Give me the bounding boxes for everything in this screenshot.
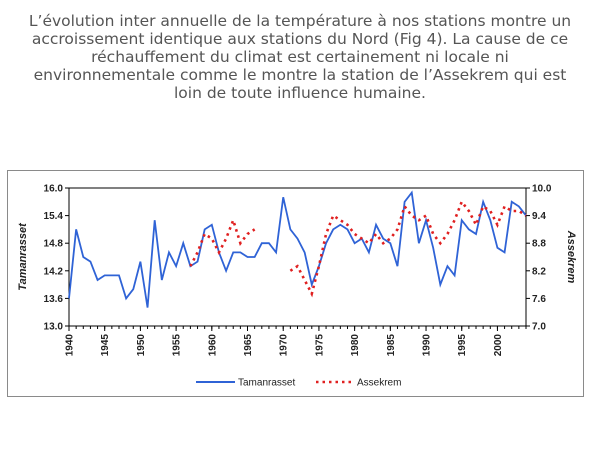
y2-tick-label-2: 8.2 [532,266,546,277]
legend-label-assekrem: Assekrem [357,378,401,389]
legend-label-tamanrasset: Tamanrasset [238,378,295,389]
y-tick-label-5: 16.0 [44,184,64,195]
x-tick-label-10: 1990 [422,334,433,357]
y2-tick-label-5: 10.0 [532,184,552,195]
series-line-assekrem-1 [289,199,527,298]
chart-frame: 13.0 13.6 14.2 14.8 15.4 16.0 7.0 7.6 8.2 8.8 9.4 1… [7,170,584,397]
y-tick-label-0: 13.0 [44,322,64,333]
x-tick-label-8: 1980 [350,334,361,357]
y-tick-label-1: 13.6 [44,294,64,305]
x-tick-label-11: 1995 [457,334,468,357]
temperature-chart: 13.0 13.6 14.2 14.8 15.4 16.0 7.0 7.6 8.2 8.8 9.4 1… [17,184,577,389]
x-tick-label-0: 1940 [65,334,76,357]
y-tick-label-3: 14.8 [44,239,64,250]
x-tick-label-12: 2000 [493,334,504,357]
x-tick-label-6: 1970 [279,334,290,357]
y-tick-label-4: 15.4 [44,211,64,222]
y2-axis-title: Assekrem [565,230,577,284]
y2-tick-label-4: 9.4 [532,211,546,222]
x-tick-label-5: 1965 [243,334,254,357]
y-axis-title: Tamanrasset [17,222,29,291]
y2-tick-label-0: 7.0 [532,322,546,333]
x-tick-label-1: 1945 [100,334,111,357]
y2-tick-label-1: 7.6 [532,294,546,305]
x-tick-label-9: 1985 [386,334,397,357]
y-tick-label-2: 14.2 [44,266,64,277]
caption-text: L’évolution inter annuelle de la tempéra… [28,12,572,102]
x-tick-label-2: 1950 [136,334,147,357]
x-tick-label-4: 1960 [207,334,218,357]
x-tick-label-7: 1975 [314,334,325,357]
series-line-assekrem-0 [189,216,256,267]
series-line-tamanrasset [68,190,527,308]
x-tick-label-3: 1955 [172,334,183,357]
y2-tick-label-3: 8.8 [532,239,546,250]
